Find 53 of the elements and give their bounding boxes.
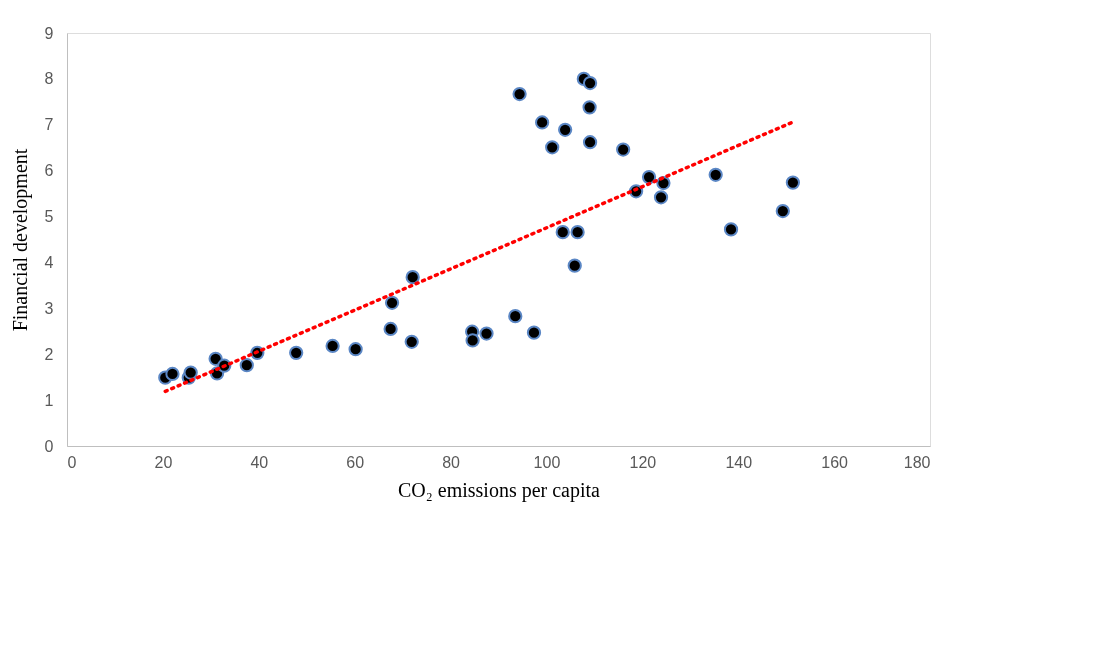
- point: [582, 75, 598, 91]
- y-tick-label: 3: [44, 299, 54, 317]
- x-tick-label: 180: [903, 453, 931, 471]
- x-tick-label: 140: [725, 453, 753, 471]
- y-axis-title: Financial development: [8, 148, 32, 332]
- point: [383, 321, 398, 337]
- point: [165, 366, 180, 382]
- point: [723, 222, 739, 237]
- point: [404, 334, 419, 349]
- x-tick-label: 60: [346, 453, 365, 471]
- x-tick-label: 0: [67, 453, 77, 471]
- x-tick-label: 120: [629, 453, 657, 471]
- x-tick-label: 80: [442, 453, 461, 471]
- x-tick-label: 160: [821, 453, 849, 471]
- point: [582, 135, 598, 150]
- point: [558, 122, 573, 137]
- y-tick-label: 7: [44, 116, 54, 134]
- point: [183, 365, 198, 380]
- y-tick-label: 9: [44, 24, 54, 42]
- point: [641, 169, 657, 185]
- point: [775, 203, 790, 219]
- point: [512, 86, 527, 102]
- point: [465, 333, 480, 348]
- y-tick-label: 4: [44, 253, 54, 271]
- point: [785, 175, 800, 190]
- point: [325, 338, 340, 354]
- point: [508, 309, 523, 324]
- y-tick-label: 1: [44, 391, 54, 409]
- x-axis-title: CO₂ emissions per capita: [398, 478, 601, 502]
- point: [239, 358, 254, 373]
- x-tick-label: 100: [533, 453, 561, 471]
- y-tick-label: 0: [44, 437, 54, 455]
- point: [545, 140, 560, 155]
- point: [535, 115, 550, 130]
- x-tick-label: 40: [250, 453, 269, 471]
- point: [289, 345, 304, 360]
- y-tick-label: 6: [44, 162, 54, 180]
- point: [616, 142, 631, 157]
- point: [555, 225, 570, 240]
- y-tick-label: 5: [44, 208, 54, 226]
- point: [567, 258, 582, 273]
- point: [570, 225, 585, 240]
- y-tick-label: 2: [44, 345, 54, 363]
- point: [582, 100, 597, 115]
- point: [708, 167, 723, 182]
- point: [384, 295, 400, 310]
- point: [405, 270, 420, 285]
- point: [653, 190, 669, 205]
- y-tick-label: 8: [44, 70, 54, 88]
- point: [526, 325, 542, 340]
- point: [348, 342, 363, 357]
- x-tick-label: 20: [154, 453, 173, 471]
- point: [479, 326, 494, 341]
